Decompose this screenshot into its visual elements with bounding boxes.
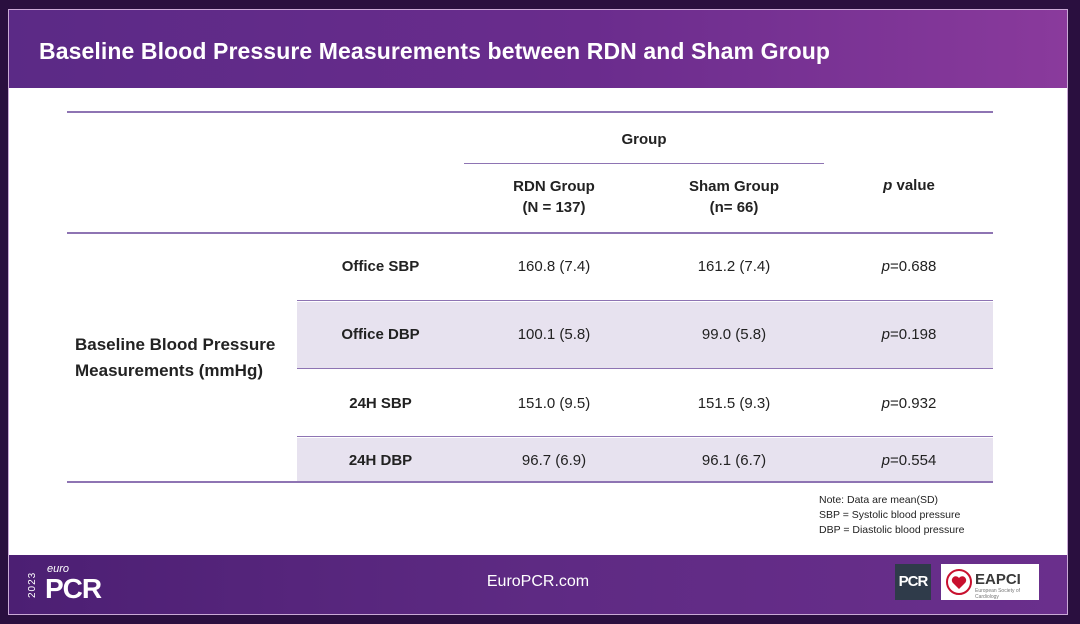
- band-office-dbp: [297, 302, 993, 368]
- note-line-2: SBP = Systolic blood pressure: [819, 509, 961, 521]
- cell-p-24h-sbp: p=0.932: [881, 395, 937, 412]
- row-group-label: Baseline Blood Pressure Measurements (mm…: [75, 335, 276, 380]
- col-header-p-rest: value: [892, 177, 935, 194]
- cell-rdn-24h-sbp: 151.0 (9.5): [517, 395, 591, 412]
- title-bar: Baseline Blood Pressure Measurements bet…: [9, 10, 1067, 88]
- pcr-badge-logo: PCR: [895, 564, 931, 600]
- heart-icon: [946, 569, 972, 595]
- col-header-sham-line2: (n= 66): [709, 199, 759, 216]
- cell-sham-office-dbp: 99.0 (5.8): [701, 326, 767, 343]
- logo-euro: euro: [47, 563, 70, 575]
- col-header-p-italic: p: [883, 177, 893, 194]
- cell-rdn-office-sbp: 160.8 (7.4): [517, 258, 591, 275]
- cell-rdn-office-dbp: 100.1 (5.8): [517, 326, 591, 343]
- row-rule-2: [297, 368, 993, 369]
- logo-pcr: PCR: [45, 573, 102, 604]
- footer-url-link[interactable]: EuroPCR.com: [486, 573, 590, 590]
- cell-sham-office-sbp: 161.2 (7.4): [697, 258, 771, 275]
- table-bottom-rule: [67, 481, 993, 483]
- eapci-text: EAPCI: [975, 571, 1021, 588]
- group-underline: [464, 163, 824, 164]
- col-header-sham: Sham Group (n= 66): [644, 176, 824, 218]
- row-label-24h-dbp: 24H DBP: [348, 452, 413, 469]
- cell-sham-24h-dbp: 96.1 (6.7): [701, 452, 767, 469]
- note-line-3: DBP = Diastolic blood pressure: [819, 524, 965, 536]
- slide: Baseline Blood Pressure Measurements bet…: [9, 10, 1067, 614]
- row-rule-3: [297, 436, 993, 437]
- cell-p-office-sbp: p=0.688: [881, 258, 937, 275]
- col-header-rdn: RDN Group (N = 137): [464, 176, 644, 218]
- eapci-subtext: European Society of Cardiology: [975, 588, 1021, 600]
- cell-p-24h-dbp: p=0.554: [881, 452, 937, 469]
- footer-bar: 2023 euro PCR EuroPCR.com PCR EAPCI Euro…: [9, 555, 1067, 614]
- band-24h-dbp: [297, 438, 993, 482]
- col-header-rdn-line2: (N = 137): [522, 199, 586, 216]
- row-label-office-dbp: Office DBP: [341, 326, 420, 343]
- col-header-p-value: p value: [824, 175, 994, 196]
- group-header: Group: [621, 131, 667, 148]
- cell-p-office-dbp: p=0.198: [881, 326, 937, 343]
- note-line-1: Note: Data are mean(SD): [819, 494, 939, 506]
- cell-rdn-24h-dbp: 96.7 (6.9): [521, 452, 587, 469]
- row-label-24h-sbp: 24H SBP: [349, 395, 412, 412]
- table-notes: Note: Data are mean(SD) SBP = Systolic b…: [819, 493, 964, 538]
- table-top-rule: [67, 111, 993, 113]
- col-header-rdn-line1: RDN Group: [513, 178, 595, 195]
- row-rule-1: [297, 300, 993, 301]
- row-label-office-sbp: Office SBP: [341, 258, 420, 275]
- col-header-sham-line1: Sham Group: [688, 178, 779, 195]
- cell-sham-24h-sbp: 151.5 (9.3): [697, 395, 771, 412]
- slide-title: Baseline Blood Pressure Measurements bet…: [39, 38, 831, 64]
- eapci-logo: EAPCI European Society of Cardiology: [941, 564, 1039, 600]
- header-bottom-rule: [67, 232, 993, 234]
